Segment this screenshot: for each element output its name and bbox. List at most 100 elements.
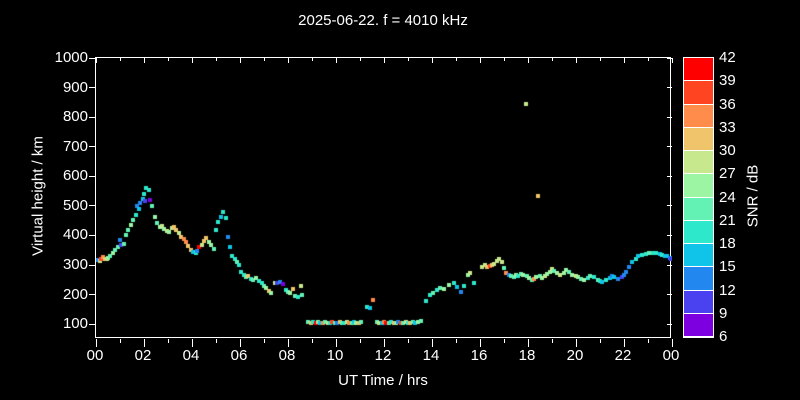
colorbar-tick-label: 30 xyxy=(719,142,736,159)
plot-area xyxy=(89,57,673,347)
axis-tick xyxy=(89,146,96,148)
axis-tick xyxy=(551,339,553,343)
axis-tick xyxy=(167,339,169,343)
y-tick-label: 900 xyxy=(62,78,88,96)
colorbar-title: SNR / dB xyxy=(744,164,762,228)
axis-tick xyxy=(667,87,672,89)
x-tick-label: 16 xyxy=(470,347,488,364)
y-tick-label: 1000 xyxy=(54,49,88,66)
axis-tick xyxy=(551,58,553,61)
y-tick-label: 400 xyxy=(62,226,88,244)
axis-tick xyxy=(431,58,433,63)
y-tick-label: 200 xyxy=(62,285,88,303)
axis-tick xyxy=(89,116,96,118)
x-tick-label: 08 xyxy=(278,347,296,364)
axis-tick xyxy=(359,58,361,61)
axis-tick xyxy=(215,339,217,343)
x-tick-label: 00 xyxy=(662,347,680,364)
colorbar-tick-label: 24 xyxy=(719,188,736,206)
colorbar-tick-label: 18 xyxy=(719,235,736,252)
scatter-points-canvas xyxy=(96,58,672,339)
colorbar-tick-label: 6 xyxy=(719,328,728,345)
axis-tick xyxy=(335,339,337,347)
y-tick-label: 600 xyxy=(62,167,88,185)
axis-tick xyxy=(527,339,529,347)
colorbar-segment xyxy=(684,151,713,175)
axis-tick xyxy=(89,234,96,236)
colorbar-segment xyxy=(684,313,713,337)
colorbar-segment xyxy=(684,174,713,198)
colorbar-segment xyxy=(684,290,713,314)
colorbar-tick-label: 33 xyxy=(719,118,736,136)
axis-tick xyxy=(89,57,96,59)
axis-tick xyxy=(599,58,601,61)
x-tick-label: 12 xyxy=(374,347,392,364)
axis-tick xyxy=(479,339,481,347)
colorbar-segment xyxy=(684,197,713,221)
x-tick-label: 22 xyxy=(614,347,632,364)
colorbar-segment xyxy=(684,127,713,151)
axis-tick xyxy=(263,339,265,343)
axis-tick xyxy=(89,205,96,207)
axis-tick xyxy=(215,58,217,61)
axis-tick xyxy=(89,264,96,266)
y-tick-label: 500 xyxy=(62,196,88,214)
axis-tick xyxy=(143,339,145,347)
axis-tick xyxy=(503,339,505,343)
x-tick-label: 14 xyxy=(422,347,440,364)
axis-tick xyxy=(667,323,672,325)
colorbar-segment xyxy=(684,81,713,105)
axis-tick xyxy=(89,87,96,89)
axis-tick xyxy=(623,339,625,347)
axis-tick xyxy=(431,339,433,347)
axis-tick xyxy=(263,58,265,61)
x-tick-label: 00 xyxy=(86,347,104,364)
axis-tick xyxy=(239,58,241,63)
axis-tick xyxy=(383,339,385,347)
colorbar-tick-label: 36 xyxy=(719,95,736,113)
axis-tick xyxy=(667,264,672,266)
axis-tick xyxy=(89,175,96,177)
x-tick-label: 02 xyxy=(134,347,152,364)
axis-tick xyxy=(407,58,409,61)
axis-tick xyxy=(667,175,672,177)
colorbar-tick-label: 27 xyxy=(719,165,736,183)
axis-tick xyxy=(667,116,672,118)
axis-tick xyxy=(455,339,457,343)
axis-tick xyxy=(311,339,313,343)
axis-tick xyxy=(143,58,145,63)
axis-tick xyxy=(527,58,529,63)
axis-tick xyxy=(599,339,601,343)
chart-title: 2025-06-22. f = 4010 kHz xyxy=(298,12,468,29)
y-axis-title: Virtual height / km xyxy=(29,136,47,256)
x-axis-title: UT Time / hrs xyxy=(338,372,428,389)
axis-tick xyxy=(239,339,241,347)
axis-tick xyxy=(623,58,625,63)
axis-tick xyxy=(191,58,193,63)
axis-tick xyxy=(667,234,672,236)
x-tick-label: 04 xyxy=(182,347,200,364)
axis-tick xyxy=(95,58,97,63)
axis-tick xyxy=(407,339,409,343)
axis-tick xyxy=(479,58,481,63)
axis-tick xyxy=(503,58,505,61)
x-tick-label: 20 xyxy=(566,347,584,364)
axis-tick xyxy=(287,339,289,347)
x-tick-label: 06 xyxy=(230,347,248,364)
axis-tick xyxy=(667,294,672,296)
colorbar-segment xyxy=(684,244,713,268)
axis-tick xyxy=(191,339,193,347)
axis-tick xyxy=(575,339,577,347)
axis-tick xyxy=(89,323,96,325)
x-tick-label: 18 xyxy=(518,347,536,364)
axis-tick xyxy=(167,58,169,61)
axis-tick xyxy=(667,57,672,59)
axis-tick xyxy=(647,58,649,61)
axis-tick xyxy=(95,339,97,347)
axis-tick xyxy=(89,294,96,296)
colorbar-tick-label: 39 xyxy=(719,72,736,90)
axis-tick xyxy=(671,339,673,347)
colorbar-tick-label: 15 xyxy=(719,258,736,276)
axis-tick xyxy=(667,146,672,148)
